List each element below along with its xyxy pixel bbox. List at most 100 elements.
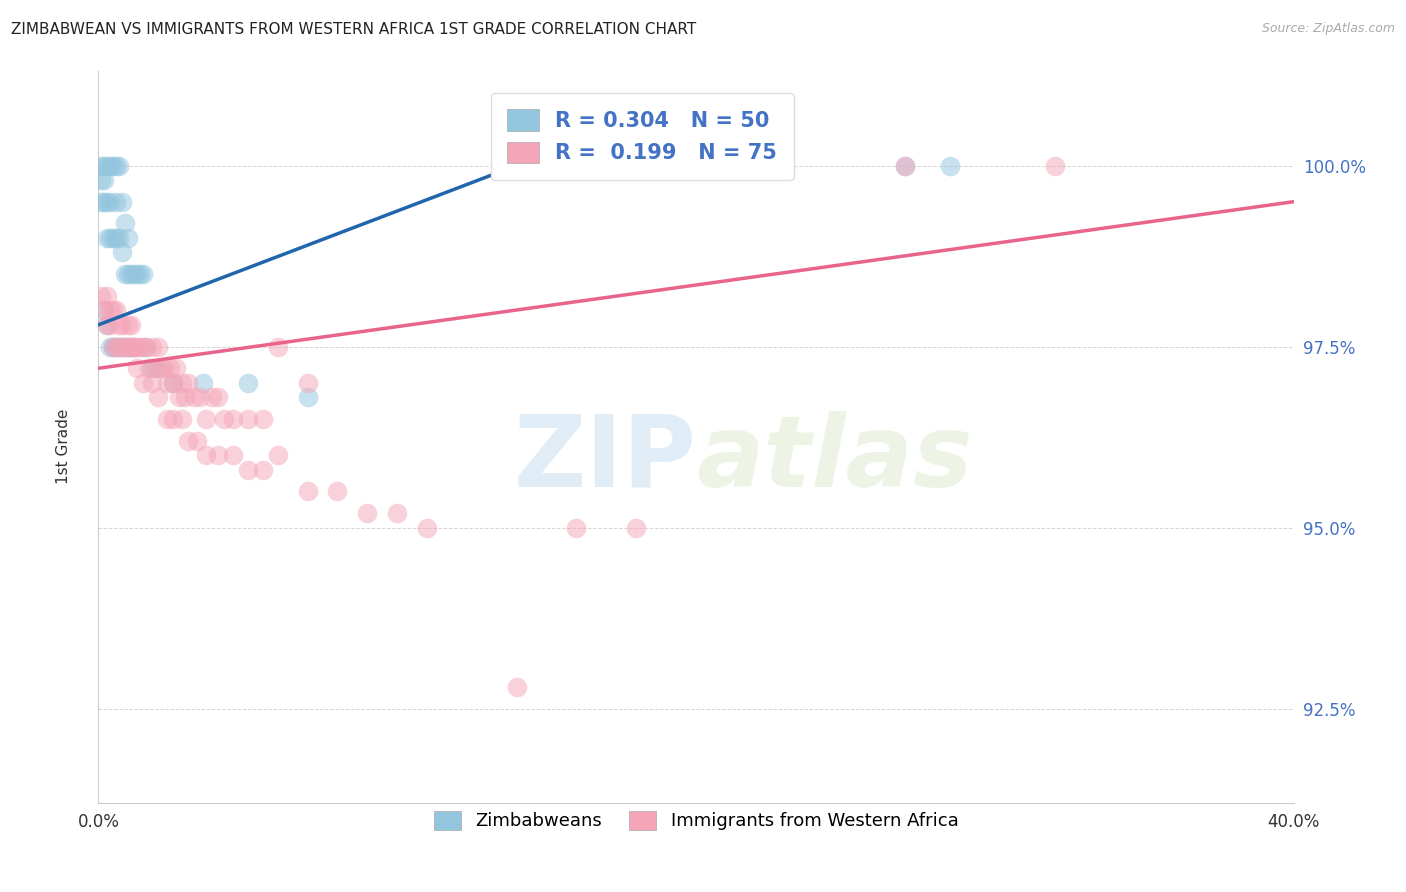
Point — [326, 484, 349, 499]
Text: ZIMBABWEAN VS IMMIGRANTS FROM WESTERN AFRICA 1ST GRADE CORRELATION CHART: ZIMBABWEAN VS IMMIGRANTS FROM WESTERN AF… — [11, 22, 696, 37]
Point — [195, 412, 218, 426]
Point — [174, 390, 197, 404]
Point — [98, 340, 122, 354]
Point — [105, 340, 128, 354]
Point — [105, 159, 128, 173]
Point — [117, 318, 139, 332]
Point — [150, 361, 173, 376]
Point — [129, 340, 152, 354]
Point — [138, 361, 160, 376]
Point — [124, 267, 146, 281]
Point — [297, 390, 319, 404]
Point — [120, 340, 142, 354]
Point — [120, 318, 142, 332]
Point — [162, 412, 184, 426]
Point — [177, 376, 200, 390]
Point — [148, 361, 170, 376]
Point — [114, 340, 136, 354]
Point — [103, 303, 125, 318]
Point — [252, 463, 274, 477]
Point — [98, 159, 122, 173]
Point — [201, 390, 224, 404]
Point — [132, 376, 155, 390]
Point — [98, 194, 122, 209]
Point — [939, 159, 962, 173]
Point — [356, 506, 378, 520]
Point — [98, 231, 122, 245]
Point — [124, 340, 146, 354]
Point — [153, 361, 176, 376]
Point — [183, 390, 205, 404]
Point — [96, 194, 118, 209]
Point — [188, 390, 211, 404]
Point — [141, 340, 163, 354]
Point — [222, 448, 245, 462]
Point — [143, 361, 166, 376]
Point — [156, 412, 179, 426]
Point — [159, 361, 181, 376]
Point — [90, 173, 112, 187]
Point — [108, 159, 131, 173]
Point — [111, 340, 134, 354]
Point — [105, 340, 128, 354]
Point — [236, 376, 259, 390]
Point — [90, 159, 112, 173]
Point — [506, 680, 529, 694]
Point — [141, 361, 163, 376]
Legend: Zimbabweans, Immigrants from Western Africa: Zimbabweans, Immigrants from Western Afr… — [426, 804, 966, 838]
Point — [120, 267, 142, 281]
Point — [124, 340, 146, 354]
Point — [156, 376, 179, 390]
Point — [117, 340, 139, 354]
Point — [98, 303, 122, 318]
Point — [162, 376, 184, 390]
Point — [105, 303, 128, 318]
Text: 1st Grade: 1st Grade — [56, 409, 70, 483]
Point — [93, 303, 115, 318]
Point — [894, 159, 917, 173]
Point — [124, 340, 146, 354]
Point — [111, 318, 134, 332]
Point — [120, 340, 142, 354]
Point — [111, 245, 134, 260]
Point — [267, 448, 290, 462]
Point — [222, 412, 245, 426]
Point — [117, 231, 139, 245]
Point — [626, 520, 648, 534]
Point — [191, 376, 214, 390]
Point — [93, 173, 115, 187]
Point — [186, 434, 208, 448]
Text: Source: ZipAtlas.com: Source: ZipAtlas.com — [1261, 22, 1395, 36]
Point — [141, 376, 163, 390]
Point — [127, 361, 149, 376]
Point — [148, 390, 170, 404]
Point — [90, 194, 112, 209]
Point — [114, 216, 136, 230]
Point — [129, 267, 152, 281]
Point — [148, 340, 170, 354]
Point — [105, 194, 128, 209]
Point — [108, 340, 131, 354]
Point — [103, 340, 125, 354]
Point — [103, 159, 125, 173]
Point — [172, 376, 194, 390]
Point — [167, 390, 190, 404]
Point — [297, 376, 319, 390]
Point — [111, 194, 134, 209]
Point — [267, 340, 290, 354]
Point — [162, 376, 184, 390]
Point — [111, 340, 134, 354]
Point — [894, 159, 917, 173]
Point — [103, 340, 125, 354]
Text: ZIP: ZIP — [513, 410, 696, 508]
Point — [108, 340, 131, 354]
Point — [195, 448, 218, 462]
Point — [117, 267, 139, 281]
Point — [93, 159, 115, 173]
Point — [96, 318, 118, 332]
Point — [96, 289, 118, 303]
Point — [236, 412, 259, 426]
Point — [212, 412, 235, 426]
Point — [1043, 159, 1066, 173]
Point — [114, 340, 136, 354]
